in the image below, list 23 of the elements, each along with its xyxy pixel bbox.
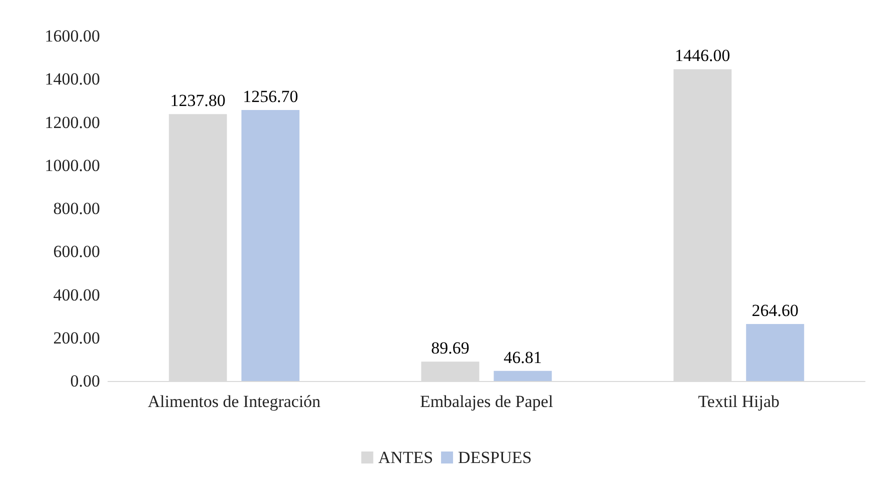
x-tick-label: Alimentos de Integración <box>148 392 322 411</box>
legend-label: ANTES <box>378 448 434 467</box>
y-tick-label: 800.00 <box>53 199 100 218</box>
data-label: 46.81 <box>504 348 542 367</box>
y-tick-label: 1400.00 <box>44 70 100 89</box>
bar <box>494 370 552 381</box>
data-label: 1237.80 <box>170 91 226 110</box>
data-label: 89.69 <box>431 338 470 358</box>
y-tick-label: 200.00 <box>53 328 100 348</box>
y-tick-label: 1200.00 <box>44 112 100 132</box>
y-tick-label: 1000.00 <box>44 156 100 175</box>
data-label: 264.60 <box>752 300 798 320</box>
y-tick-label: 1600.00 <box>44 26 100 46</box>
data-label: 1446.00 <box>674 46 730 66</box>
x-tick-label: Embalajes de Papel <box>420 392 554 411</box>
x-tick-label: Textil Hijab <box>698 392 780 411</box>
data-label: 1256.70 <box>242 87 298 106</box>
y-tick-label: 400.00 <box>53 285 100 304</box>
bar <box>241 110 300 381</box>
y-tick-label: 0.00 <box>70 372 100 390</box>
legend-label: DESPUES <box>458 448 532 467</box>
bar <box>746 324 804 381</box>
y-tick-label: 600.00 <box>53 242 100 262</box>
